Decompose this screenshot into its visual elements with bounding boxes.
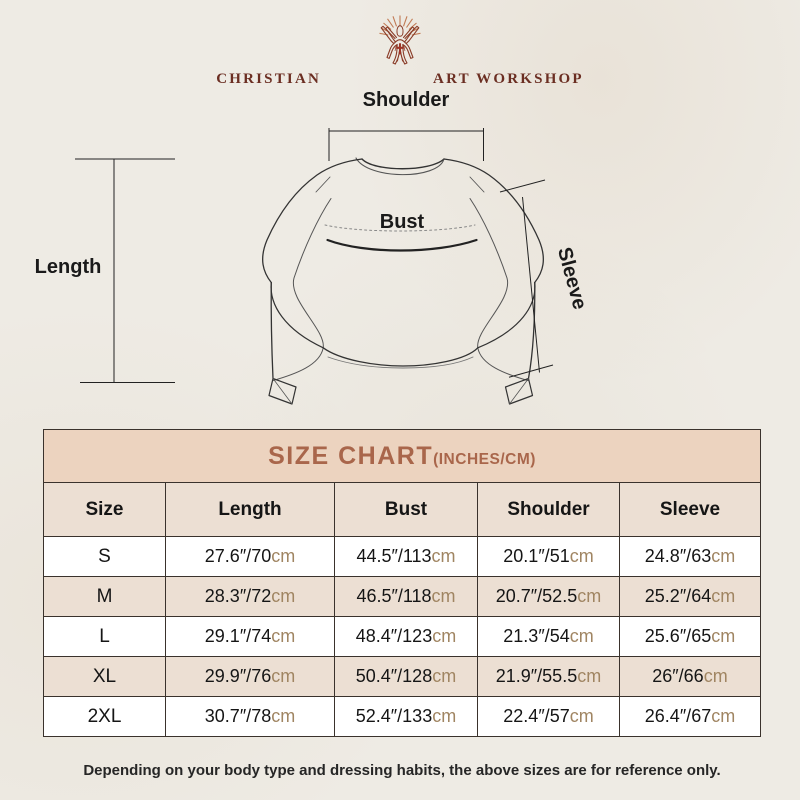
svg-text:Bust: Bust: [380, 211, 425, 233]
svg-text:Shoulder: Shoulder: [363, 89, 450, 111]
svg-text:Length: Length: [35, 256, 102, 278]
svg-text:Sleeve: Sleeve: [553, 245, 591, 312]
